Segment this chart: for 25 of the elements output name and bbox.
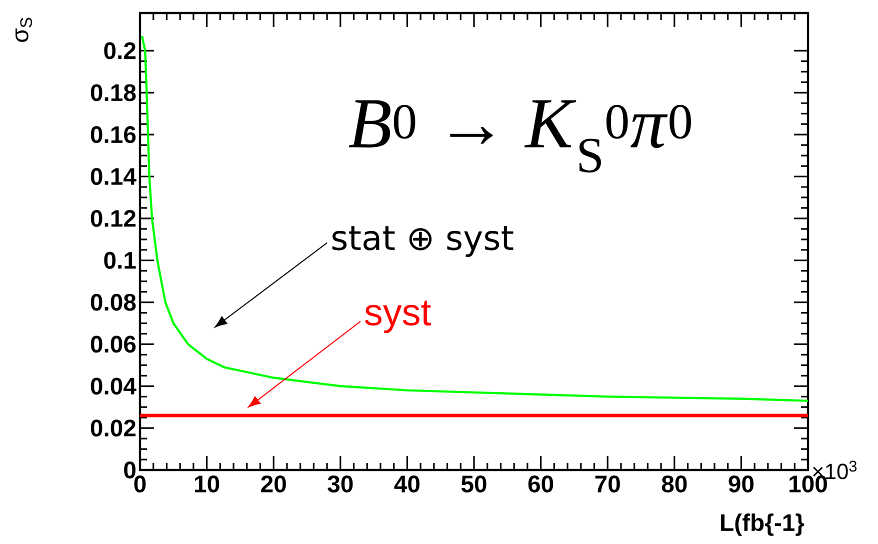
y-tick-label: 0.14 <box>90 168 136 185</box>
x-tick-label: 20 <box>261 476 286 492</box>
y-tick-label: 0.2 <box>104 42 136 60</box>
x-axis-title: L(fb{-1} <box>721 514 804 536</box>
y-tick-label: 0.04 <box>90 378 136 395</box>
y-tick-label: 0.1 <box>104 252 136 269</box>
y-tick-label: 0.02 <box>90 420 136 437</box>
annotation: B$^{0}$ → K$_{S}$$^{0}$π$^{0}$ <box>348 100 691 172</box>
annotation: syst <box>365 300 431 334</box>
y-tick-label: 0.18 <box>90 84 136 102</box>
y-axis-title: σ$_{S}$ <box>16 18 32 42</box>
x-tick-label: 60 <box>528 476 554 492</box>
x-tick-label: 90 <box>728 476 754 492</box>
x-tick-label: 50 <box>461 476 486 492</box>
x-tick-label: 80 <box>662 476 687 492</box>
x-tick-label: 70 <box>595 476 620 492</box>
x-tick-label: 10 <box>195 476 220 492</box>
y-tick-label: 0.12 <box>90 210 136 227</box>
x-tick-label: 40 <box>394 476 420 492</box>
y-tick-label: 0.08 <box>90 294 136 311</box>
x-tick-label: 30 <box>328 476 353 492</box>
y-tick-label: 0.06 <box>90 336 136 353</box>
y-tick-label: 0.16 <box>90 126 136 144</box>
y-tick-label: 0 <box>124 462 136 478</box>
annotation: stat ⊕ syst <box>332 226 514 257</box>
